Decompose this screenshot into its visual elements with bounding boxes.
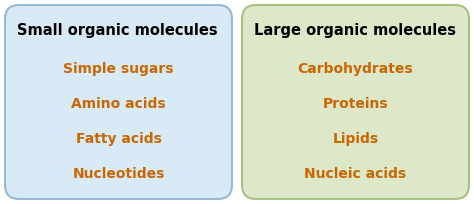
Text: Simple sugars: Simple sugars	[63, 61, 174, 75]
Text: Nucleic acids: Nucleic acids	[304, 166, 407, 181]
Text: Lipids: Lipids	[332, 132, 379, 145]
Text: Large organic molecules: Large organic molecules	[254, 23, 456, 38]
Text: Small organic molecules: Small organic molecules	[17, 23, 218, 38]
Text: Proteins: Proteins	[323, 96, 388, 111]
Text: Carbohydrates: Carbohydrates	[298, 61, 413, 75]
FancyBboxPatch shape	[5, 5, 232, 199]
Text: Fatty acids: Fatty acids	[75, 132, 162, 145]
Text: Nucleotides: Nucleotides	[73, 166, 164, 181]
Text: Amino acids: Amino acids	[71, 96, 166, 111]
FancyBboxPatch shape	[242, 5, 469, 199]
